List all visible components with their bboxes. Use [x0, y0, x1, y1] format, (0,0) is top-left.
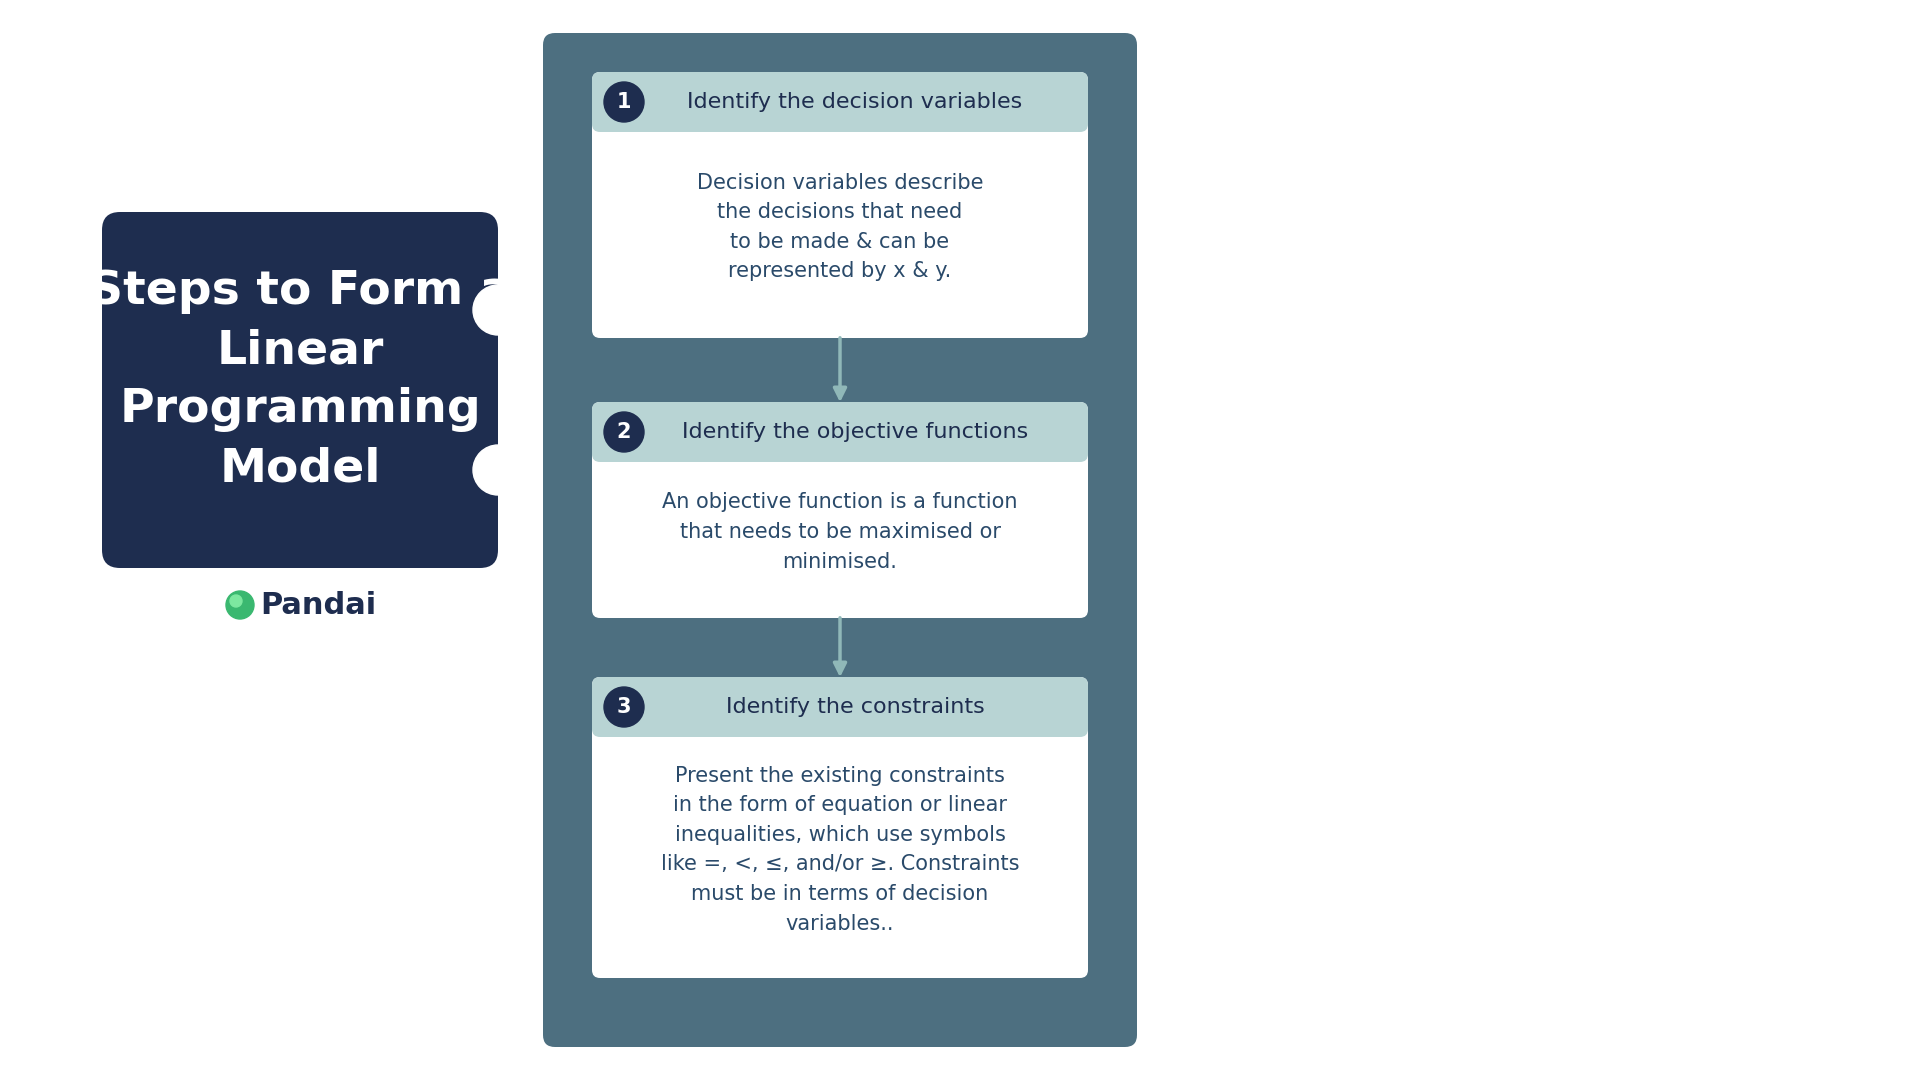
Text: Pandai: Pandai [259, 591, 376, 620]
FancyBboxPatch shape [543, 33, 1137, 1047]
Circle shape [472, 445, 522, 495]
Bar [599, 102, 1079, 124]
Text: Steps to Form a
Linear
Programming
Model: Steps to Form a Linear Programming Model [88, 269, 511, 491]
Circle shape [605, 411, 643, 453]
FancyBboxPatch shape [591, 677, 1089, 978]
Circle shape [605, 687, 643, 727]
FancyBboxPatch shape [591, 402, 1089, 462]
FancyBboxPatch shape [102, 212, 497, 568]
Bar [599, 432, 1079, 454]
FancyBboxPatch shape [591, 677, 1089, 737]
Circle shape [230, 595, 242, 607]
Text: An objective function is a function
that needs to be maximised or
minimised.: An objective function is a function that… [662, 492, 1018, 571]
Circle shape [227, 591, 253, 619]
Circle shape [605, 82, 643, 122]
Text: Identify the decision variables: Identify the decision variables [687, 92, 1023, 112]
FancyBboxPatch shape [591, 402, 1089, 618]
FancyBboxPatch shape [591, 72, 1089, 132]
Text: 3: 3 [616, 697, 632, 717]
Text: 2: 2 [616, 422, 632, 442]
Text: Present the existing constraints
in the form of equation or linear
inequalities,: Present the existing constraints in the … [660, 766, 1020, 933]
Text: 1: 1 [616, 92, 632, 112]
Text: Decision variables describe
the decisions that need
to be made & can be
represen: Decision variables describe the decision… [697, 173, 983, 282]
Text: Identify the constraints: Identify the constraints [726, 697, 985, 717]
Bar [599, 707, 1079, 729]
Text: Identify the objective functions: Identify the objective functions [682, 422, 1027, 442]
Circle shape [472, 285, 522, 335]
FancyBboxPatch shape [591, 72, 1089, 338]
